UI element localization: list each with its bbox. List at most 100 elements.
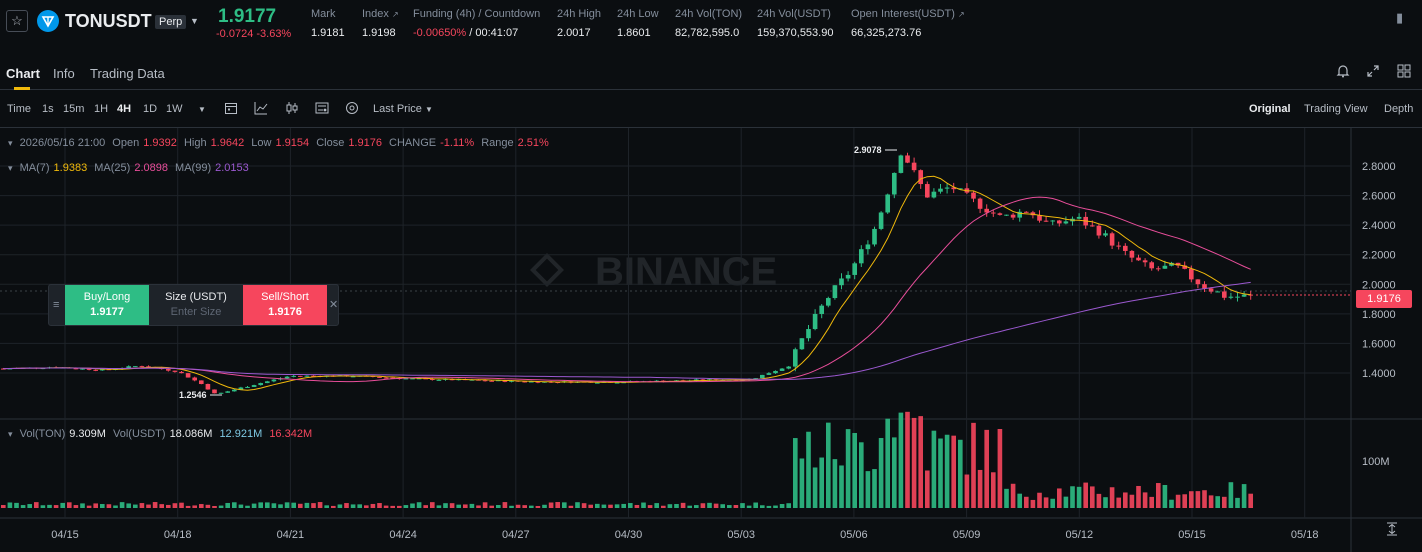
close-icon[interactable]: ✕ xyxy=(329,299,339,311)
view-original[interactable]: Original xyxy=(1249,103,1291,115)
candlestick-chart[interactable]: BINANCE 2.80002.60002.40002.20002.00001.… xyxy=(0,128,1422,552)
drag-handle-icon[interactable]: ≡ xyxy=(53,299,60,311)
buy-long-button[interactable]: Buy/Long 1.9177 xyxy=(65,285,149,325)
candle-body xyxy=(931,191,937,198)
interval-1s[interactable]: 1s xyxy=(42,103,54,115)
calendar-icon[interactable] xyxy=(224,101,238,120)
view-depth[interactable]: Depth xyxy=(1384,103,1414,115)
interval-1h[interactable]: 1H xyxy=(94,103,109,115)
candle-body xyxy=(172,370,178,372)
volume-bar xyxy=(865,471,871,508)
view-trading-view[interactable]: Trading View xyxy=(1304,103,1368,115)
date-axis-label: 05/15 xyxy=(1178,529,1206,541)
candle-body xyxy=(1037,215,1042,221)
candle-body xyxy=(73,368,79,370)
date-axis-label: 04/21 xyxy=(277,529,305,541)
volume-bar xyxy=(753,502,759,508)
scroll-to-latest-icon[interactable] xyxy=(1385,522,1399,541)
volume-bar xyxy=(891,437,897,508)
interval-dropdown-icon[interactable]: ▼ xyxy=(198,105,206,114)
tab-chart[interactable]: Chart xyxy=(6,66,40,81)
candle-body xyxy=(502,380,508,382)
volume-bar xyxy=(733,505,739,508)
index-label[interactable]: Index ↗ xyxy=(362,8,399,20)
interval-time[interactable]: Time xyxy=(7,103,32,115)
settings-sliders-icon[interactable] xyxy=(315,101,329,120)
date-axis-label: 05/06 xyxy=(840,529,868,541)
active-tab-indicator xyxy=(14,87,30,90)
volume-bar xyxy=(291,502,297,508)
mark-value: 1.9181 xyxy=(311,27,345,39)
candle-body xyxy=(0,368,6,370)
favorite-star-icon[interactable]: ☆ xyxy=(6,10,28,32)
volume-bar xyxy=(608,504,613,508)
candle-body xyxy=(350,376,356,378)
volume-bar xyxy=(1142,492,1148,508)
interval-1w[interactable]: 1W xyxy=(166,103,183,115)
price-axis-label: 2.4000 xyxy=(1362,220,1396,232)
interval-4h[interactable]: 4H xyxy=(117,103,132,115)
candle-body xyxy=(264,381,270,384)
binance-watermark: BINANCE xyxy=(595,250,777,294)
date-axis-label: 04/24 xyxy=(389,529,417,541)
volume-bar xyxy=(693,505,699,508)
volume-bar xyxy=(502,502,508,508)
layout-grid-icon[interactable] xyxy=(1397,64,1411,83)
interval-1d[interactable]: 1D xyxy=(143,103,158,115)
bell-icon[interactable] xyxy=(1336,64,1350,83)
candle-body xyxy=(773,370,778,374)
tab-trading-data[interactable]: Trading Data xyxy=(90,66,165,81)
volume-bar xyxy=(357,504,363,508)
target-icon[interactable] xyxy=(345,101,359,120)
volume-bar xyxy=(594,503,600,508)
volume-bar xyxy=(627,503,633,508)
symbol-name[interactable]: TONUSDT xyxy=(65,11,152,31)
more-icon[interactable]: ▮ xyxy=(1396,10,1404,25)
volume-bar xyxy=(964,474,970,508)
volume-bar xyxy=(561,502,567,508)
chart-area[interactable]: BINANCE 2.8000 2.6000 2.4000 2.2000 2.0000 1.… xyxy=(0,128,1422,552)
volume-bar xyxy=(825,422,831,508)
candle-body xyxy=(271,379,277,382)
candle-body xyxy=(1155,268,1161,270)
volume-bar xyxy=(806,431,811,508)
open-interest-label[interactable]: Open Interest(USDT) ↗ xyxy=(851,8,965,20)
date-axis-label: 05/12 xyxy=(1066,529,1094,541)
volume-bar xyxy=(898,412,904,508)
candle-body xyxy=(1017,211,1023,218)
candle-body xyxy=(1248,294,1254,296)
volume-bar xyxy=(1023,496,1029,508)
volume-bar xyxy=(284,502,290,508)
ticker-header: ☆ TONUSDT Perp ▼ 1.9177 -0.0724 -3.63% M… xyxy=(0,0,1422,50)
volume-bar xyxy=(1241,484,1247,508)
volume-bar xyxy=(575,502,580,508)
candle-body xyxy=(852,263,858,275)
price-type-select[interactable]: Last Price ▼ xyxy=(373,103,433,115)
vol-usdt-value: 159,370,553.90 xyxy=(757,27,834,39)
volume-bar xyxy=(185,505,191,508)
volume-bar xyxy=(423,505,429,508)
volume-bar xyxy=(429,502,435,508)
volume-bar xyxy=(469,503,475,508)
volume-bar xyxy=(977,469,983,508)
candle-body xyxy=(198,380,204,384)
volume-bar xyxy=(476,505,481,508)
candle-type-icon[interactable] xyxy=(285,101,299,120)
date-axis-label: 04/27 xyxy=(502,529,530,541)
volume-bar xyxy=(1043,497,1049,508)
candle-body xyxy=(258,383,264,386)
volume-bar xyxy=(1076,486,1082,508)
size-input[interactable]: Size (USDT) Enter Size xyxy=(165,291,227,318)
candle-body xyxy=(1096,225,1102,236)
tab-info[interactable]: Info xyxy=(53,66,75,81)
expand-icon[interactable] xyxy=(1366,64,1380,83)
interval-15m[interactable]: 15m xyxy=(63,103,85,115)
volume-bar xyxy=(858,442,864,508)
volume-bar xyxy=(509,505,514,508)
volume-bar xyxy=(27,504,33,508)
indicator-icon[interactable] xyxy=(254,101,268,120)
symbol-dropdown-icon[interactable]: ▼ xyxy=(190,16,199,26)
volume-bar xyxy=(231,502,237,508)
volume-bar xyxy=(1155,483,1161,508)
sell-short-button[interactable]: Sell/Short 1.9176 xyxy=(243,285,327,325)
